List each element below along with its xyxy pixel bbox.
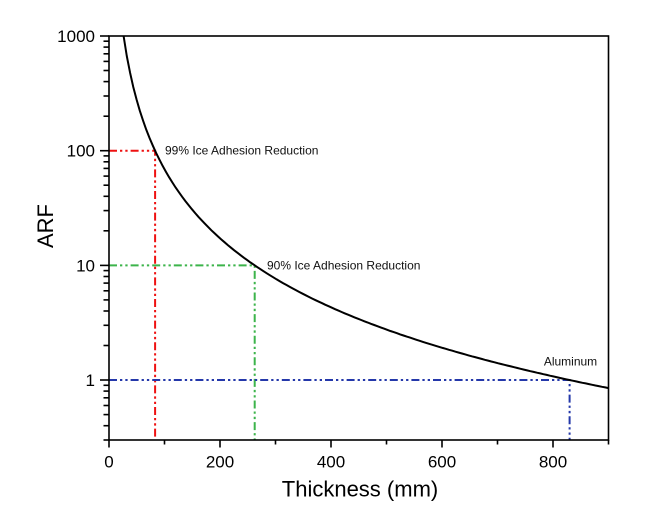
- svg-text:100: 100: [67, 142, 95, 161]
- svg-text:200: 200: [206, 453, 234, 472]
- svg-text:600: 600: [428, 453, 456, 472]
- svg-text:ARF: ARF: [33, 204, 58, 248]
- svg-text:1000: 1000: [57, 27, 95, 46]
- svg-text:90% Ice Adhesion Reduction: 90% Ice Adhesion Reduction: [267, 259, 420, 273]
- svg-text:400: 400: [317, 453, 345, 472]
- svg-text:Aluminum: Aluminum: [544, 355, 597, 369]
- svg-text:800: 800: [539, 453, 567, 472]
- svg-text:10: 10: [76, 256, 95, 275]
- svg-text:99% Ice Adhesion Reduction: 99% Ice Adhesion Reduction: [165, 144, 318, 158]
- svg-text:Thickness (mm): Thickness (mm): [282, 477, 438, 502]
- svg-text:0: 0: [104, 453, 113, 472]
- svg-text:1: 1: [86, 371, 95, 390]
